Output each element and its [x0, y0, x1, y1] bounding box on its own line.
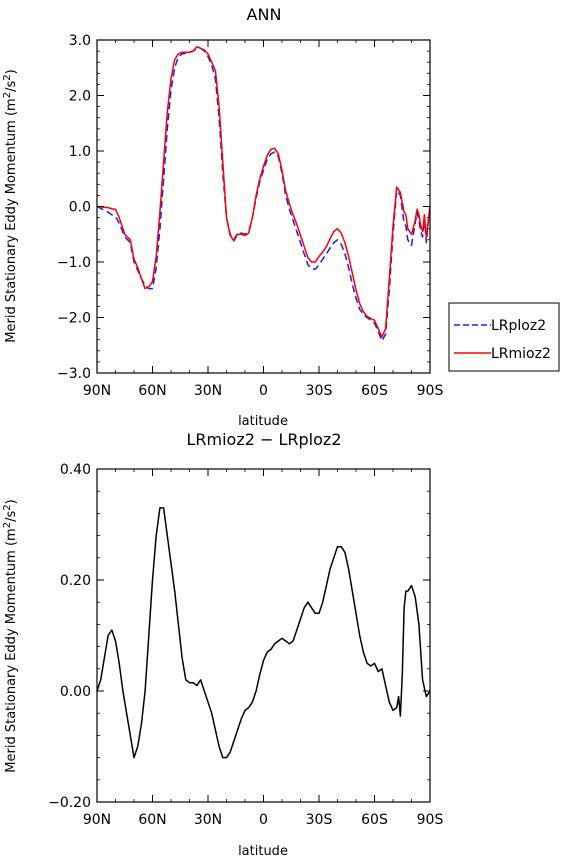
legend-box [448, 302, 560, 372]
top-panel: ANN 90N 60N 30N 0 30S 60S 90S −3.0 −2.0 −1.0 0.0 1… [2, 5, 560, 429]
series-line-lrploz2 [96, 47, 431, 342]
plot-frame [96, 468, 431, 803]
legend-label: LRmioz2 [491, 346, 551, 362]
x-tick-label: 0 [259, 812, 268, 828]
x-tick-label: 90S [417, 812, 444, 828]
legend-label: LRploz2 [491, 318, 546, 334]
x-tick-label: 60N [138, 383, 166, 399]
y-axis-label: Merid Stationary Eddy Momentum (m2/s2) [2, 499, 19, 772]
x-axis-label: latitude [238, 844, 288, 859]
y-tick-label: −3.0 [57, 366, 91, 382]
x-tick-label: 30N [194, 812, 222, 828]
chart-title: LRmioz2 − LRploz2 [186, 430, 341, 449]
x-tick-label: 60S [361, 383, 388, 399]
x-tick-label: 0 [259, 383, 268, 399]
x-tick-label: 60S [361, 812, 388, 828]
chart-title: ANN [247, 5, 282, 24]
y-tick-label: 3.0 [69, 33, 91, 49]
y-tick-label: −2.0 [57, 311, 91, 327]
series-line-lrmioz2 [96, 45, 431, 338]
y-tick-label: 1.0 [69, 144, 91, 160]
plot-frame [96, 39, 431, 374]
x-tick-label: 60N [138, 812, 166, 828]
bottom-panel: LRmioz2 − LRploz2 90N 60N 30N 0 30S 60S 90S −0… [2, 430, 443, 859]
y-axis-label: Merid Stationary Eddy Momentum (m2/s2) [2, 69, 19, 342]
x-axis-label: latitude [238, 414, 288, 429]
series-line-difference [96, 507, 431, 759]
x-tick-label: 90N [83, 812, 111, 828]
y-tick-label: −0.20 [48, 795, 91, 811]
y-tick-label: 2.0 [69, 89, 91, 105]
x-tick-label: 30S [306, 383, 333, 399]
x-tick-label: 30S [306, 812, 333, 828]
y-tick-label: 0.20 [60, 573, 91, 589]
x-tick-label: 90N [83, 383, 111, 399]
y-tick-label: 0.40 [60, 462, 91, 478]
y-tick-label: −1.0 [57, 255, 91, 271]
x-tick-label: 30N [194, 383, 222, 399]
y-tick-label: 0.0 [69, 200, 91, 216]
legend: LRploz2 LRmioz2 [448, 302, 560, 372]
y-tick-label: 0.00 [60, 684, 91, 700]
x-tick-label: 90S [417, 383, 444, 399]
